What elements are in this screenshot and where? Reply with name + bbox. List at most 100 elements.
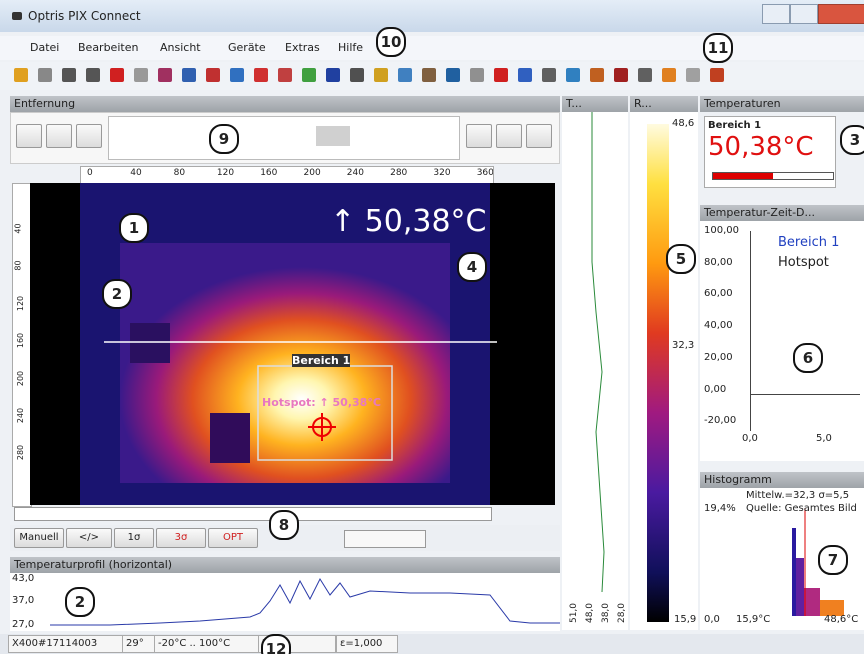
hist-bar [804, 588, 820, 616]
ruler-label: 280 [16, 445, 26, 461]
tick-label: 28,0 [617, 602, 628, 624]
y-tick-label: 60,00 [704, 288, 733, 300]
ruler-label: 80 [173, 168, 186, 178]
mode-button[interactable]: Manuell [14, 528, 64, 548]
panel-header: T... [562, 96, 628, 112]
app-icon [12, 12, 22, 20]
toolbar-button[interactable] [374, 68, 388, 82]
toolbar-button[interactable] [446, 68, 460, 82]
toolbar-button[interactable] [614, 68, 628, 82]
y-axis [750, 231, 751, 431]
maximize-button[interactable] [790, 4, 818, 24]
board [120, 243, 450, 483]
toolbar-button[interactable] [422, 68, 436, 82]
scrollbar[interactable] [14, 507, 492, 521]
playback-button[interactable] [466, 124, 492, 148]
ruler-label: 160 [260, 168, 278, 178]
toolbar [0, 62, 864, 90]
toolbar-button[interactable] [398, 68, 412, 82]
toolbar-button[interactable] [254, 68, 268, 82]
close-button[interactable] [818, 4, 864, 24]
hist-bar [820, 600, 844, 616]
toolbar-button[interactable] [182, 68, 196, 82]
minimize-button[interactable] [762, 4, 790, 24]
histogram-axis: 0,0 15,9°C 48,6°C [700, 614, 864, 628]
mode-button[interactable]: OPT [208, 528, 258, 548]
component [130, 323, 170, 363]
callout: 1 [119, 213, 149, 243]
ruler-label: 320 [433, 168, 451, 178]
status-field: X400#17114003 [8, 635, 124, 653]
toolbar-button[interactable] [62, 68, 76, 82]
callout: 2 [65, 587, 95, 617]
status-field: -20°C .. 100°C [154, 635, 260, 653]
profile-plot: 43,0 37,0 27,0 [10, 573, 560, 631]
callout: 4 [457, 252, 487, 282]
toolbar-button[interactable] [86, 68, 100, 82]
toolbar-button[interactable] [134, 68, 148, 82]
tick-label: 51,0 [569, 602, 580, 624]
callout: 7 [818, 545, 848, 575]
y-tick-label: -20,00 [704, 415, 737, 427]
menu-item[interactable]: Ansicht [160, 41, 201, 54]
range-slider[interactable] [344, 530, 426, 548]
ruler-label: 160 [16, 333, 26, 349]
toolbar-button[interactable] [542, 68, 556, 82]
toolbar-button[interactable] [278, 68, 292, 82]
toolbar-button[interactable] [470, 68, 484, 82]
thermal-image [30, 183, 555, 505]
playback-button[interactable] [16, 124, 42, 148]
mode-button[interactable]: 1σ [114, 528, 154, 548]
callout: 2 [102, 279, 132, 309]
menu-bar: Datei Bearbeiten Ansicht Geräte Extras Hilfe [0, 36, 864, 60]
playback-button[interactable] [46, 124, 72, 148]
toolbar-button[interactable] [350, 68, 364, 82]
y-tick-label: 100,00 [704, 225, 739, 236]
callout: 11 [703, 33, 733, 63]
ruler-label: 200 [16, 370, 26, 386]
toolbar-button[interactable] [326, 68, 340, 82]
toolbar-button[interactable] [302, 68, 316, 82]
toolbar-button[interactable] [230, 68, 244, 82]
toolbar-button[interactable] [38, 68, 52, 82]
mode-button[interactable]: </> [66, 528, 112, 548]
vertical-curve [591, 112, 605, 593]
callout: 12 [261, 634, 291, 654]
playback-button[interactable] [76, 124, 102, 148]
zero-line [750, 394, 860, 395]
playback-button[interactable] [526, 124, 552, 148]
ruler-label: 200 [303, 168, 321, 178]
toolbar-button[interactable] [206, 68, 220, 82]
y-tick-label: 80,00 [704, 256, 733, 268]
menu-item[interactable]: Datei [30, 41, 60, 54]
window-title: Optris PIX Connect [28, 9, 141, 23]
toolbar-button[interactable] [662, 68, 676, 82]
ruler-label: 80 [13, 260, 23, 271]
menu-item[interactable]: Bearbeiten [78, 41, 139, 54]
playback-button[interactable] [496, 124, 522, 148]
y-tick-label: 43,0 [12, 573, 35, 584]
toolbar-button[interactable] [686, 68, 700, 82]
toolbar-button[interactable] [110, 68, 124, 82]
slider-thumb[interactable] [316, 126, 350, 146]
y-tick-label: 0,00 [704, 383, 727, 395]
toolbar-button[interactable] [590, 68, 604, 82]
toolbar-button[interactable] [566, 68, 580, 82]
toolbar-button[interactable] [638, 68, 652, 82]
playback-slider[interactable] [108, 116, 460, 160]
menu-item[interactable]: Extras [285, 41, 320, 54]
ruler-label: 0 [87, 168, 93, 178]
panel-header: Temperaturprofil (horizontal) [10, 557, 560, 573]
toolbar-button[interactable] [518, 68, 532, 82]
ruler-label: 240 [16, 407, 26, 424]
panel-header: Histogramm [700, 472, 864, 488]
mode-button[interactable]: 3σ [156, 528, 206, 548]
toolbar-button[interactable] [14, 68, 28, 82]
toolbar-button[interactable] [494, 68, 508, 82]
menu-item[interactable]: Hilfe [338, 41, 364, 54]
toolbar-button[interactable] [710, 68, 724, 82]
menu-item[interactable]: Geräte [228, 41, 266, 54]
toolbar-button[interactable] [158, 68, 172, 82]
